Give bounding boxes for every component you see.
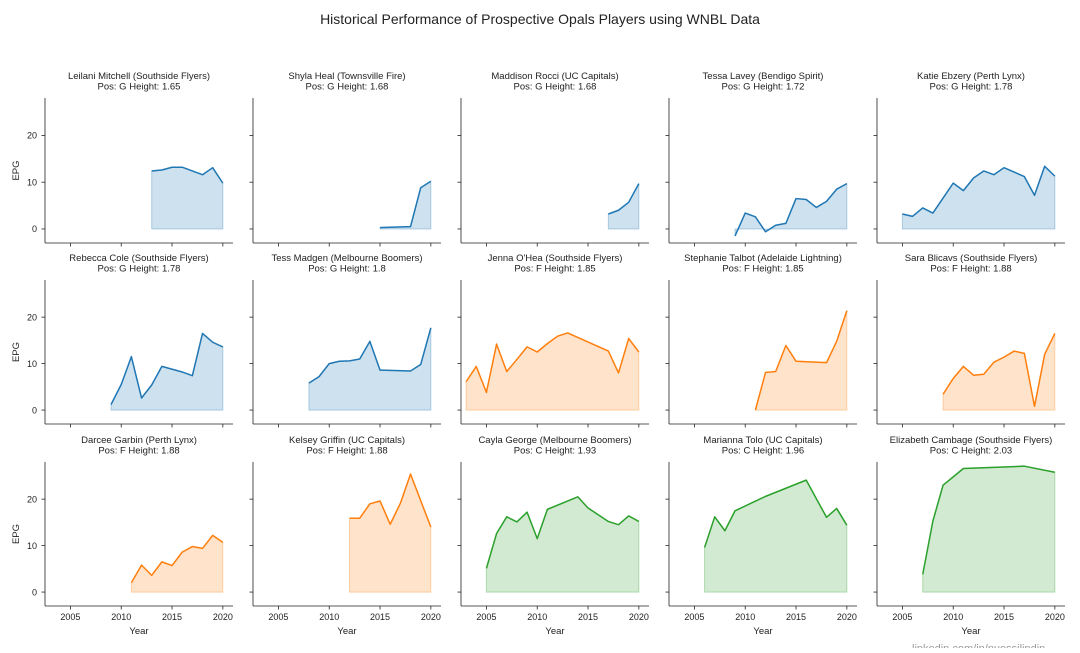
series-line	[110, 332, 224, 405]
panel-title-line: Sara Blicavs (Southside Flyers)	[905, 253, 1038, 264]
y-tick-label: 10	[27, 541, 37, 551]
panel-title-line: Pos: G Height: 1.78	[930, 82, 1013, 93]
panel-title-line: Pos: C Height: 1.96	[722, 446, 804, 457]
panel-title-line: Marianna Tolo (UC Capitals)	[703, 435, 822, 446]
panel-title-line: Elizabeth Cambage (Southside Flyers)	[890, 435, 1053, 446]
series-line	[703, 479, 848, 548]
x-tick-label: 2015	[370, 612, 390, 622]
figure-title: Historical Performance of Prospective Op…	[320, 11, 760, 27]
panel-title-line: Cayla George (Melbourne Boomers)	[478, 435, 631, 446]
x-tick-label: 2010	[527, 612, 547, 622]
watermark-text: linkedin.com/in/nuessilindin	[912, 643, 1045, 648]
panel-title-line: Pos: G Height: 1.68	[514, 82, 597, 93]
x-tick-label: 2010	[111, 612, 131, 622]
series-line	[380, 180, 432, 229]
series-line	[902, 165, 1056, 218]
panel-title-line: Pos: F Height: 1.85	[722, 264, 803, 275]
series-line	[308, 327, 432, 384]
y-tick-label: 10	[27, 359, 37, 369]
panel-title-line: Pos: G Height: 1.78	[98, 264, 181, 275]
series-line	[130, 534, 224, 584]
series-line	[608, 183, 640, 215]
area-fill	[485, 496, 640, 593]
panel-title-line: Pos: G Height: 1.72	[722, 82, 805, 93]
series-line	[942, 333, 1056, 408]
x-tick-label: 2015	[578, 612, 598, 622]
y-tick-label: 20	[27, 494, 37, 504]
series-line	[349, 473, 432, 528]
panel-title-line: Pos: G Height: 1.8	[308, 264, 386, 275]
x-tick-label: 2005	[60, 612, 80, 622]
y-tick-label: 10	[27, 177, 37, 187]
x-axis-label: Year	[545, 626, 564, 637]
panel-title-line: Tessa Lavey (Bendigo Spirit)	[703, 71, 824, 82]
panel-title-line: Kelsey Griffin (UC Capitals)	[289, 435, 405, 446]
y-tick-label: 0	[32, 405, 37, 415]
x-tick-label: 2005	[268, 612, 288, 622]
y-axis-label: EPG	[11, 524, 22, 544]
panel-title-line: Leilani Mitchell (Southside Flyers)	[68, 71, 210, 82]
panel-title-line: Pos: F Height: 1.88	[930, 264, 1011, 275]
panel-title-line: Pos: C Height: 2.03	[930, 446, 1012, 457]
x-tick-label: 2010	[943, 612, 963, 622]
panel-title-line: Pos: F Height: 1.85	[514, 264, 595, 275]
x-tick-label: 2020	[421, 612, 441, 622]
panel-title-line: Pos: G Height: 1.65	[98, 82, 181, 93]
area-fill	[130, 534, 224, 593]
panel-title-line: Tess Madgen (Melbourne Boomers)	[271, 253, 422, 264]
x-axis-label: Year	[337, 626, 356, 637]
y-axis-label: EPG	[11, 160, 22, 180]
area-fill	[901, 165, 1056, 230]
series-line	[754, 310, 848, 411]
y-tick-label: 20	[27, 131, 37, 141]
x-tick-label: 2015	[162, 612, 182, 622]
panel-title-line: Pos: F Height: 1.88	[306, 446, 387, 457]
x-tick-label: 2005	[684, 612, 704, 622]
series-line	[151, 166, 224, 184]
x-tick-label: 2020	[1045, 612, 1065, 622]
series-line	[465, 332, 640, 394]
area-fill	[151, 166, 224, 230]
area-fill	[349, 472, 432, 593]
panel-title-line: Darcee Garbin (Perth Lynx)	[81, 435, 197, 446]
series-line	[921, 465, 1055, 575]
x-tick-label: 2015	[994, 612, 1014, 622]
x-tick-label: 2020	[213, 612, 233, 622]
y-tick-label: 0	[32, 224, 37, 234]
area-fill	[754, 310, 848, 411]
area-fill	[110, 332, 224, 411]
series-line	[485, 496, 640, 569]
panel-title-line: Katie Ebzery (Perth Lynx)	[917, 71, 1025, 82]
y-axis-label: EPG	[11, 342, 22, 362]
x-tick-label: 2020	[629, 612, 649, 622]
panel-title-line: Maddison Rocci (UC Capitals)	[491, 71, 618, 82]
x-axis-label: Year	[961, 626, 980, 637]
panel-title-line: Pos: F Height: 1.88	[98, 446, 179, 457]
panel-title-line: Pos: C Height: 1.93	[514, 446, 596, 457]
panel-title-line: Stephanie Talbot (Adelaide Lightning)	[684, 253, 842, 264]
x-axis-label: Year	[753, 626, 772, 637]
panel-title-line: Shyla Heal (Townsville Fire)	[288, 71, 405, 82]
panel-title-line: Pos: G Height: 1.68	[306, 82, 389, 93]
x-tick-label: 2020	[837, 612, 857, 622]
area-fill	[379, 180, 432, 230]
area-fill	[465, 332, 640, 411]
panel-title-line: Jenna O'Hea (Southside Flyers)	[488, 253, 623, 264]
x-tick-label: 2015	[786, 612, 806, 622]
x-tick-label: 2005	[476, 612, 496, 622]
y-tick-label: 20	[27, 312, 37, 322]
panel-title-line: Rebecca Cole (Southside Flyers)	[69, 253, 208, 264]
series-line	[734, 182, 848, 237]
area-fill	[704, 479, 848, 593]
x-tick-label: 2005	[892, 612, 912, 622]
x-tick-label: 2010	[319, 612, 339, 622]
x-tick-label: 2010	[735, 612, 755, 622]
y-tick-label: 0	[32, 587, 37, 597]
x-axis-label: Year	[129, 626, 148, 637]
